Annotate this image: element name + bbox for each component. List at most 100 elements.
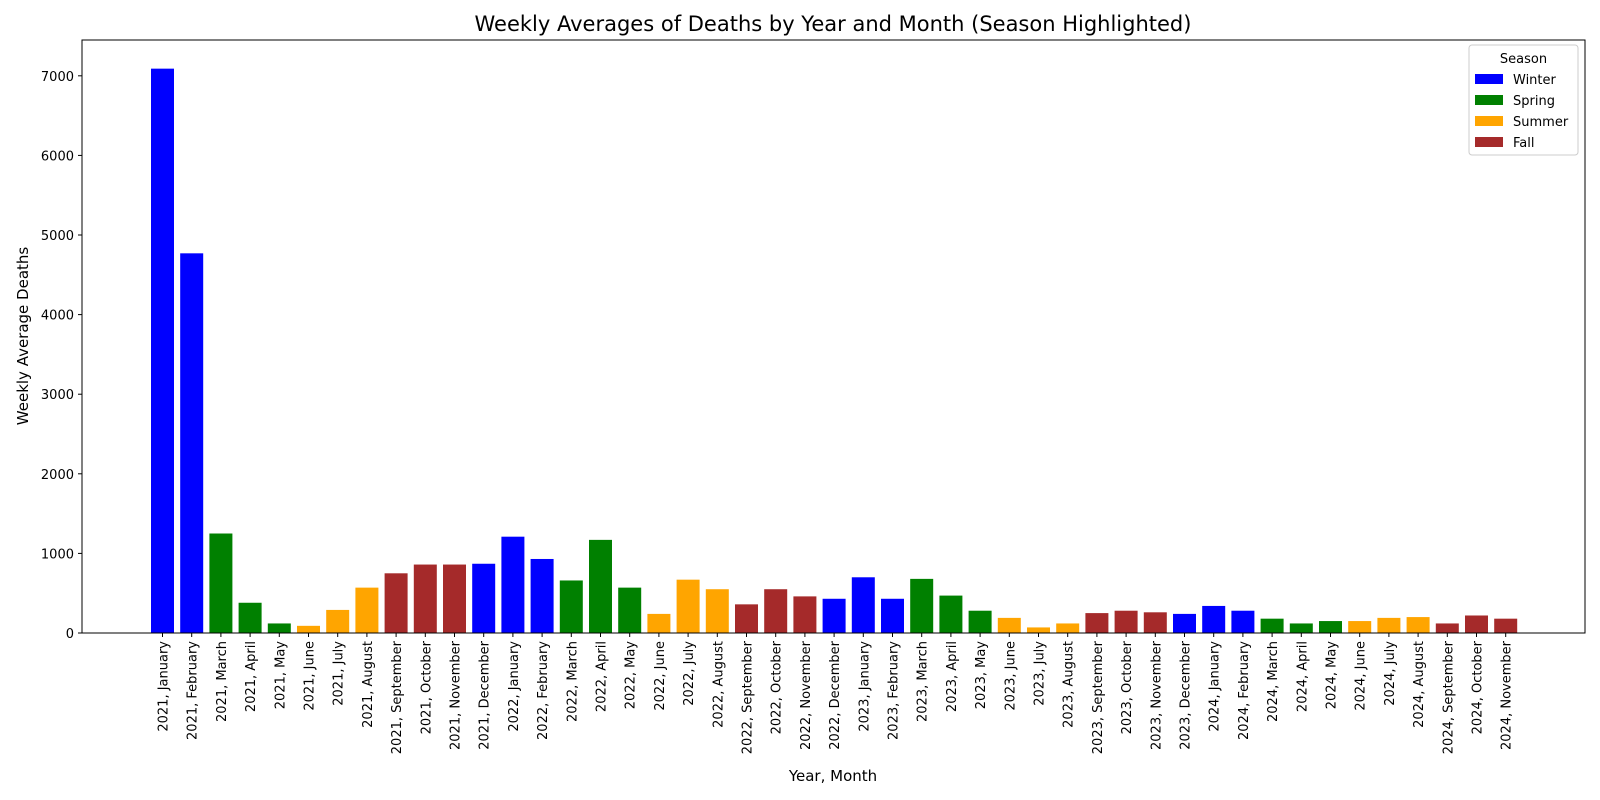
x-tick-label: 2022, December <box>828 640 843 749</box>
x-tick-label: 2021, November <box>449 640 464 750</box>
bar <box>618 587 642 633</box>
bar <box>1289 623 1313 633</box>
x-tick-label: 2023, July <box>1033 641 1048 706</box>
bar <box>851 577 875 633</box>
y-axis: 0 1000 2000 3000 4000 5000 6000 7000 <box>41 70 82 642</box>
x-tick-label: 2021, January <box>157 641 172 732</box>
bar <box>939 595 963 633</box>
legend-label-fall: Fall <box>1513 136 1534 151</box>
legend-swatch-winter <box>1475 74 1503 84</box>
bar <box>1406 617 1430 633</box>
bar <box>764 589 788 633</box>
legend-swatch-spring <box>1475 95 1503 105</box>
bar <box>530 558 554 633</box>
x-tick-label: 2022, August <box>711 641 726 728</box>
x-tick-label: 2021, June <box>303 641 318 711</box>
y-tick-label: 4000 <box>41 309 74 324</box>
x-tick-label: 2024, April <box>1295 641 1310 712</box>
legend-frame <box>1468 44 1579 156</box>
bar <box>238 602 262 633</box>
y-tick-label: 3000 <box>41 388 74 403</box>
x-tick-label: 2022, November <box>799 640 814 750</box>
x-tick-label: 2021, February <box>186 641 201 740</box>
bars-group <box>151 68 1518 634</box>
x-tick-label: 2022, October <box>770 640 785 734</box>
bar <box>1435 623 1459 633</box>
bar <box>413 564 437 633</box>
x-tick-label: 2022, September <box>741 640 756 754</box>
bar <box>1348 621 1372 633</box>
x-tick-label: 2023, May <box>974 641 989 710</box>
bar <box>1260 618 1284 633</box>
legend: Season Winter Spring Summer Fall <box>1468 44 1579 156</box>
x-tick-label: 2021, October <box>419 640 434 734</box>
x-tick-label: 2021, May <box>273 641 288 710</box>
bar <box>910 578 934 633</box>
x-tick-label: 2024, November <box>1500 640 1515 750</box>
x-tick-label: 2023, March <box>916 641 931 722</box>
x-tick-label: 2021, August <box>361 641 376 728</box>
x-tick-label: 2023, October <box>1120 640 1135 734</box>
bar <box>1465 615 1488 633</box>
bar <box>1085 613 1109 633</box>
x-tick-label: 2024, June <box>1354 641 1369 711</box>
legend-label-winter: Winter <box>1513 73 1557 88</box>
bar <box>1143 612 1167 633</box>
x-tick-label: 2022, January <box>507 641 522 732</box>
legend-label-summer: Summer <box>1513 115 1569 130</box>
bar <box>1319 621 1342 633</box>
y-tick-label: 7000 <box>41 70 74 85</box>
bar <box>297 625 320 633</box>
x-tick-label: 2024, January <box>1208 641 1223 732</box>
x-tick-label: 2022, April <box>595 641 610 712</box>
x-tick-label: 2022, June <box>653 641 668 711</box>
bar <box>1027 627 1050 633</box>
y-tick-label: 6000 <box>41 149 74 164</box>
bar <box>1377 617 1401 633</box>
x-tick-label: 2021, July <box>332 641 347 706</box>
x-tick-label: 2022, July <box>682 641 697 706</box>
bar <box>384 573 408 633</box>
legend-swatch-fall <box>1475 137 1503 147</box>
bar <box>735 604 758 633</box>
x-axis-title: Year, Month <box>788 767 877 785</box>
x-axis: 2021, January 2021, February 2021, March 20… <box>157 633 1515 754</box>
bar <box>881 598 904 633</box>
chart-title: Weekly Averages of Deaths by Year and Mo… <box>475 12 1192 36</box>
x-tick-label: 2024, March <box>1266 641 1281 722</box>
bar <box>705 589 729 633</box>
bar <box>822 598 846 633</box>
plot-frame <box>81 39 1586 634</box>
bar <box>1114 610 1138 633</box>
bar <box>559 580 583 633</box>
x-tick-label: 2023, April <box>945 641 960 712</box>
y-tick-label: 2000 <box>41 468 74 483</box>
bar <box>1231 610 1255 633</box>
bar <box>793 596 817 633</box>
x-tick-label: 2021, December <box>478 640 493 749</box>
bar <box>1202 605 1226 633</box>
x-tick-label: 2024, July <box>1383 641 1398 706</box>
bar <box>676 579 700 633</box>
x-tick-label: 2023, February <box>887 641 902 740</box>
x-tick-label: 2023, January <box>857 641 872 732</box>
legend-swatch-summer <box>1475 116 1503 126</box>
legend-label-spring: Spring <box>1513 94 1555 109</box>
bar <box>1173 613 1196 633</box>
x-tick-label: 2024, February <box>1237 641 1252 740</box>
bar <box>1056 623 1080 633</box>
y-axis-title: Weekly Average Deaths <box>14 247 32 426</box>
bar <box>647 613 671 633</box>
y-tick-label: 0 <box>66 627 74 642</box>
bar <box>443 564 466 633</box>
x-tick-label: 2024, October <box>1471 640 1486 734</box>
bar <box>472 563 496 633</box>
x-tick-label: 2024, August <box>1412 641 1427 728</box>
bar <box>968 610 992 633</box>
x-tick-label: 2022, May <box>624 641 639 710</box>
bar <box>501 536 525 633</box>
x-tick-label: 2023, November <box>1149 640 1164 750</box>
x-tick-label: 2022, March <box>565 641 580 722</box>
x-tick-label: 2024, May <box>1325 641 1340 710</box>
